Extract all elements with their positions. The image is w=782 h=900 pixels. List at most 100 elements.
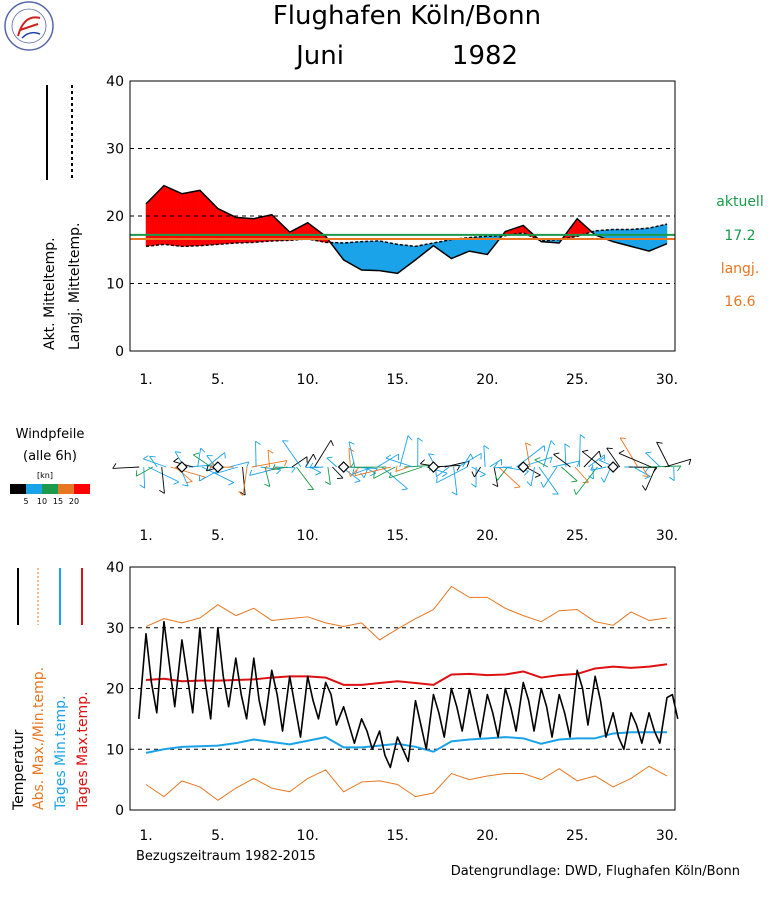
wind-barb [239,491,246,496]
abs-max-line [145,585,668,641]
wind-arrow [309,466,324,469]
wind-arrow [399,435,409,468]
wind-barb [143,455,149,460]
panel3-y-tick-label: 40 [106,560,124,576]
calm-marker [517,461,530,473]
panel2-x-tick-label: 25. [566,528,588,544]
wind-barb [526,481,532,487]
panel1-x-tick-label: 15. [386,372,408,388]
actual-mean-label: aktuell [716,194,763,210]
wind-barb [407,435,413,441]
wind-barb [523,470,529,476]
wind-arrow [314,440,332,468]
wind-arrow [453,466,458,496]
wind-arrow [296,466,314,490]
wind-arrow [525,442,531,468]
wind-arrow [350,466,360,478]
panel2-x-tick-label: 5. [211,528,224,544]
wind-arrow [228,461,249,468]
abs-min-line [145,765,668,801]
legend-temp-label: Temperatur [11,729,27,811]
wind-barb [494,474,498,481]
wind-barb [573,488,577,495]
panel1-x-tick-label: 1. [139,372,152,388]
title-month: Juni [294,41,344,71]
panel1-x-tick-label: 20. [476,372,498,388]
wind-barb [385,454,392,459]
wind-barb [493,462,498,469]
wind-arrow [588,454,605,468]
mean-temperature-panel: 0 10 20 30 40 1. 5. 10. 15. 20. 25. 30. [106,74,678,388]
wind-barb [641,485,646,491]
wind-arrow [143,458,167,468]
panel1-y-tick-label: 20 [106,209,124,225]
wind-barb [553,452,560,455]
wind-barb [354,480,361,483]
panel3-y-tick-label: 20 [106,682,124,698]
wind-barb [590,464,594,471]
wind-arrow [149,456,158,468]
temperature-course-panel: 0 10 20 30 40 1. 5. 10. 15. 20. 25. 30. [106,560,679,844]
wind-unit: [kn] [37,471,53,480]
wind-barb [224,452,226,459]
wind-arrow [242,466,248,496]
wind-arrow [201,466,234,483]
logo [4,1,54,51]
wind-arrow [197,448,202,468]
wind-scale-swatch [10,484,26,494]
deviation-segment [379,240,398,274]
panel1-frame [129,80,676,352]
wind-scale-label: 10 [37,497,47,506]
wind-barb [492,483,498,488]
wind-barb [668,476,675,482]
wind-arrow [305,453,314,468]
wind-barb [209,462,214,468]
wind-barb [540,481,544,488]
wind-barb [479,474,486,478]
panel3-x-tick-label: 1. [139,828,152,844]
data-source: Datengrundlage: DWD, Flughafen Köln/Bonn [451,864,740,879]
wind-arrow [645,452,661,468]
wind-barb [582,449,589,453]
legend-max-label: Tages Max.temp. [75,691,91,811]
panel3-y-ticks: 0 10 20 30 40 [106,560,124,819]
wind-arrow [282,440,302,468]
wind-arrow [483,445,486,468]
wind-arrow [574,466,590,483]
wind-barb [309,462,314,469]
wind-arrow [136,466,153,477]
wind-barb [428,453,435,456]
wind-arrow [530,466,535,486]
wind-arrow [272,466,288,471]
wind-arrow [242,466,246,496]
wind-arrow [112,466,140,469]
wind-barb [326,456,333,459]
wind-barb [284,460,288,467]
wind-barb [193,452,200,456]
wind-arrow [581,451,603,468]
wind-arrow [161,466,165,494]
daily-min-line [145,731,667,754]
wind-barb [272,464,276,470]
wind-arrow [462,453,472,468]
panel1-y-tick-label: 40 [106,74,124,90]
wind-arrow [553,454,571,468]
wind-arrow [656,441,670,468]
wind-arrow [260,466,281,471]
wind-barb [677,465,682,472]
wind-barb [315,472,322,476]
panel2-x-ticks: 1. 5. 10. 15. 20. 25. 30. [139,528,678,544]
reference-period: Bezugszeitraum 1982-2015 [136,849,316,864]
wind-arrow [363,466,376,474]
actual-mean-line [145,184,668,275]
deviation-segment [271,214,290,242]
wind-scale-label: 20 [69,497,79,506]
wind-arrow [404,464,433,468]
panel1-y-tick-label: 10 [106,277,124,293]
wind-barb [264,465,268,472]
panel2-x-tick-label: 1. [139,528,152,544]
wind-barb [599,457,605,461]
wind-arrow [215,466,239,474]
wind-barb [525,442,532,446]
wind-arrows [112,434,692,496]
